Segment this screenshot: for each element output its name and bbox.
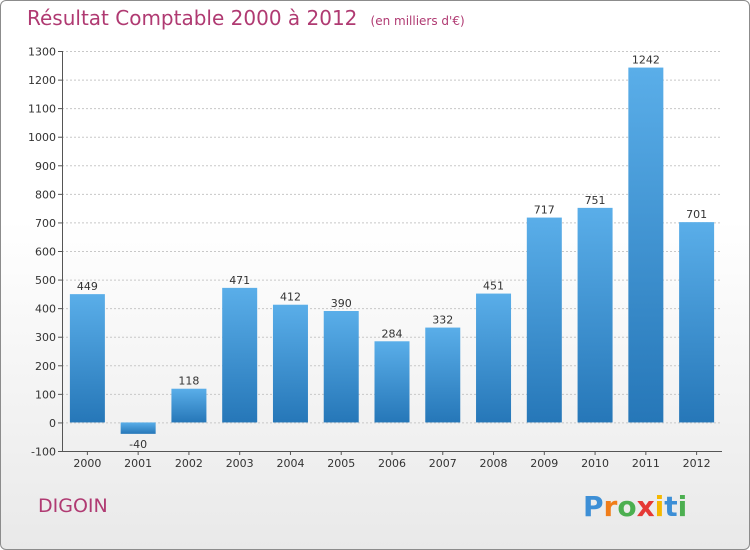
bar-2005 xyxy=(323,311,359,423)
data-label: 390 xyxy=(331,297,352,310)
bar-2003 xyxy=(222,287,258,423)
data-label: 451 xyxy=(483,280,504,293)
y-tick-label: 500 xyxy=(35,274,56,287)
logo-letter: i xyxy=(654,490,665,523)
city-name: DIGOIN xyxy=(38,495,108,517)
bars xyxy=(69,67,715,434)
chart-subtitle: (en milliers d'€) xyxy=(370,14,465,28)
data-label: 412 xyxy=(280,291,301,304)
y-tick-label: 1100 xyxy=(28,103,56,116)
bar-2008 xyxy=(476,293,512,423)
bar-2000 xyxy=(69,294,105,423)
bar-2001 xyxy=(120,422,156,434)
bar-2010 xyxy=(577,207,613,423)
proxiti-logo: Proxiti xyxy=(583,490,687,523)
chart-title: Résultat Comptable 2000 à 2012 xyxy=(27,6,358,30)
bar-2011 xyxy=(628,67,664,423)
logo-letter: i xyxy=(677,490,688,523)
data-label: -40 xyxy=(129,438,147,451)
y-tick-label: 800 xyxy=(35,188,56,201)
y-tick-label: -100 xyxy=(31,446,56,459)
logo-letter: o xyxy=(617,490,637,523)
bar-2004 xyxy=(272,304,308,423)
data-label: 449 xyxy=(77,280,98,293)
data-label: 717 xyxy=(534,204,555,217)
y-tick-label: 600 xyxy=(35,246,56,259)
logo-letter: t xyxy=(664,490,678,523)
y-tick-label: 400 xyxy=(35,303,56,316)
bar-2006 xyxy=(374,341,410,423)
data-label: 332 xyxy=(432,314,453,327)
x-tick-label: 2000 xyxy=(73,457,101,470)
x-tick-label: 2001 xyxy=(124,457,152,470)
data-label: 471 xyxy=(229,274,250,287)
y-tick-label: 1300 xyxy=(28,46,56,59)
x-tick-label: 2009 xyxy=(530,457,558,470)
data-label: 1242 xyxy=(632,54,660,67)
axes: -100 0 100 200 300 400 500 600 700 800 900 1000 1100… xyxy=(28,46,722,470)
x-tick-label: 2003 xyxy=(226,457,254,470)
x-tick-label: 2005 xyxy=(327,457,355,470)
y-tick-label: 700 xyxy=(35,217,56,230)
bar-2007 xyxy=(425,327,461,423)
x-tick-label: 2007 xyxy=(429,457,457,470)
y-tick-label: 1200 xyxy=(28,74,56,87)
labels: 449 -40 118 471 412 390 284 332 451 717 751 1242 701 xyxy=(77,54,707,451)
data-label: 751 xyxy=(585,194,606,207)
x-tick-label: 2012 xyxy=(683,457,711,470)
x-tick-label: 2011 xyxy=(632,457,660,470)
x-tick-label: 2006 xyxy=(378,457,406,470)
x-tick-label: 2010 xyxy=(581,457,609,470)
data-label: 701 xyxy=(686,208,707,221)
logo-letter: P xyxy=(583,490,604,523)
y-tick-label: 200 xyxy=(35,360,56,373)
x-tick-label: 2004 xyxy=(276,457,304,470)
logo-letter: r xyxy=(603,490,618,523)
bar-2009 xyxy=(526,217,562,423)
y-tick-label: 300 xyxy=(35,331,56,344)
logo-letter: x xyxy=(636,490,655,523)
chart-title-row: Résultat Comptable 2000 à 2012 (en milli… xyxy=(27,6,465,30)
y-tick-label: 100 xyxy=(35,388,56,401)
data-label: 284 xyxy=(382,327,403,340)
data-label: 118 xyxy=(178,375,199,388)
y-tick-label: 900 xyxy=(35,160,56,173)
x-tick-label: 2008 xyxy=(480,457,508,470)
bar-2012 xyxy=(679,222,715,423)
x-tick-label: 2002 xyxy=(175,457,203,470)
bar-2002 xyxy=(171,388,207,423)
y-tick-label: 1000 xyxy=(28,131,56,144)
y-tick-label: 0 xyxy=(49,417,56,430)
